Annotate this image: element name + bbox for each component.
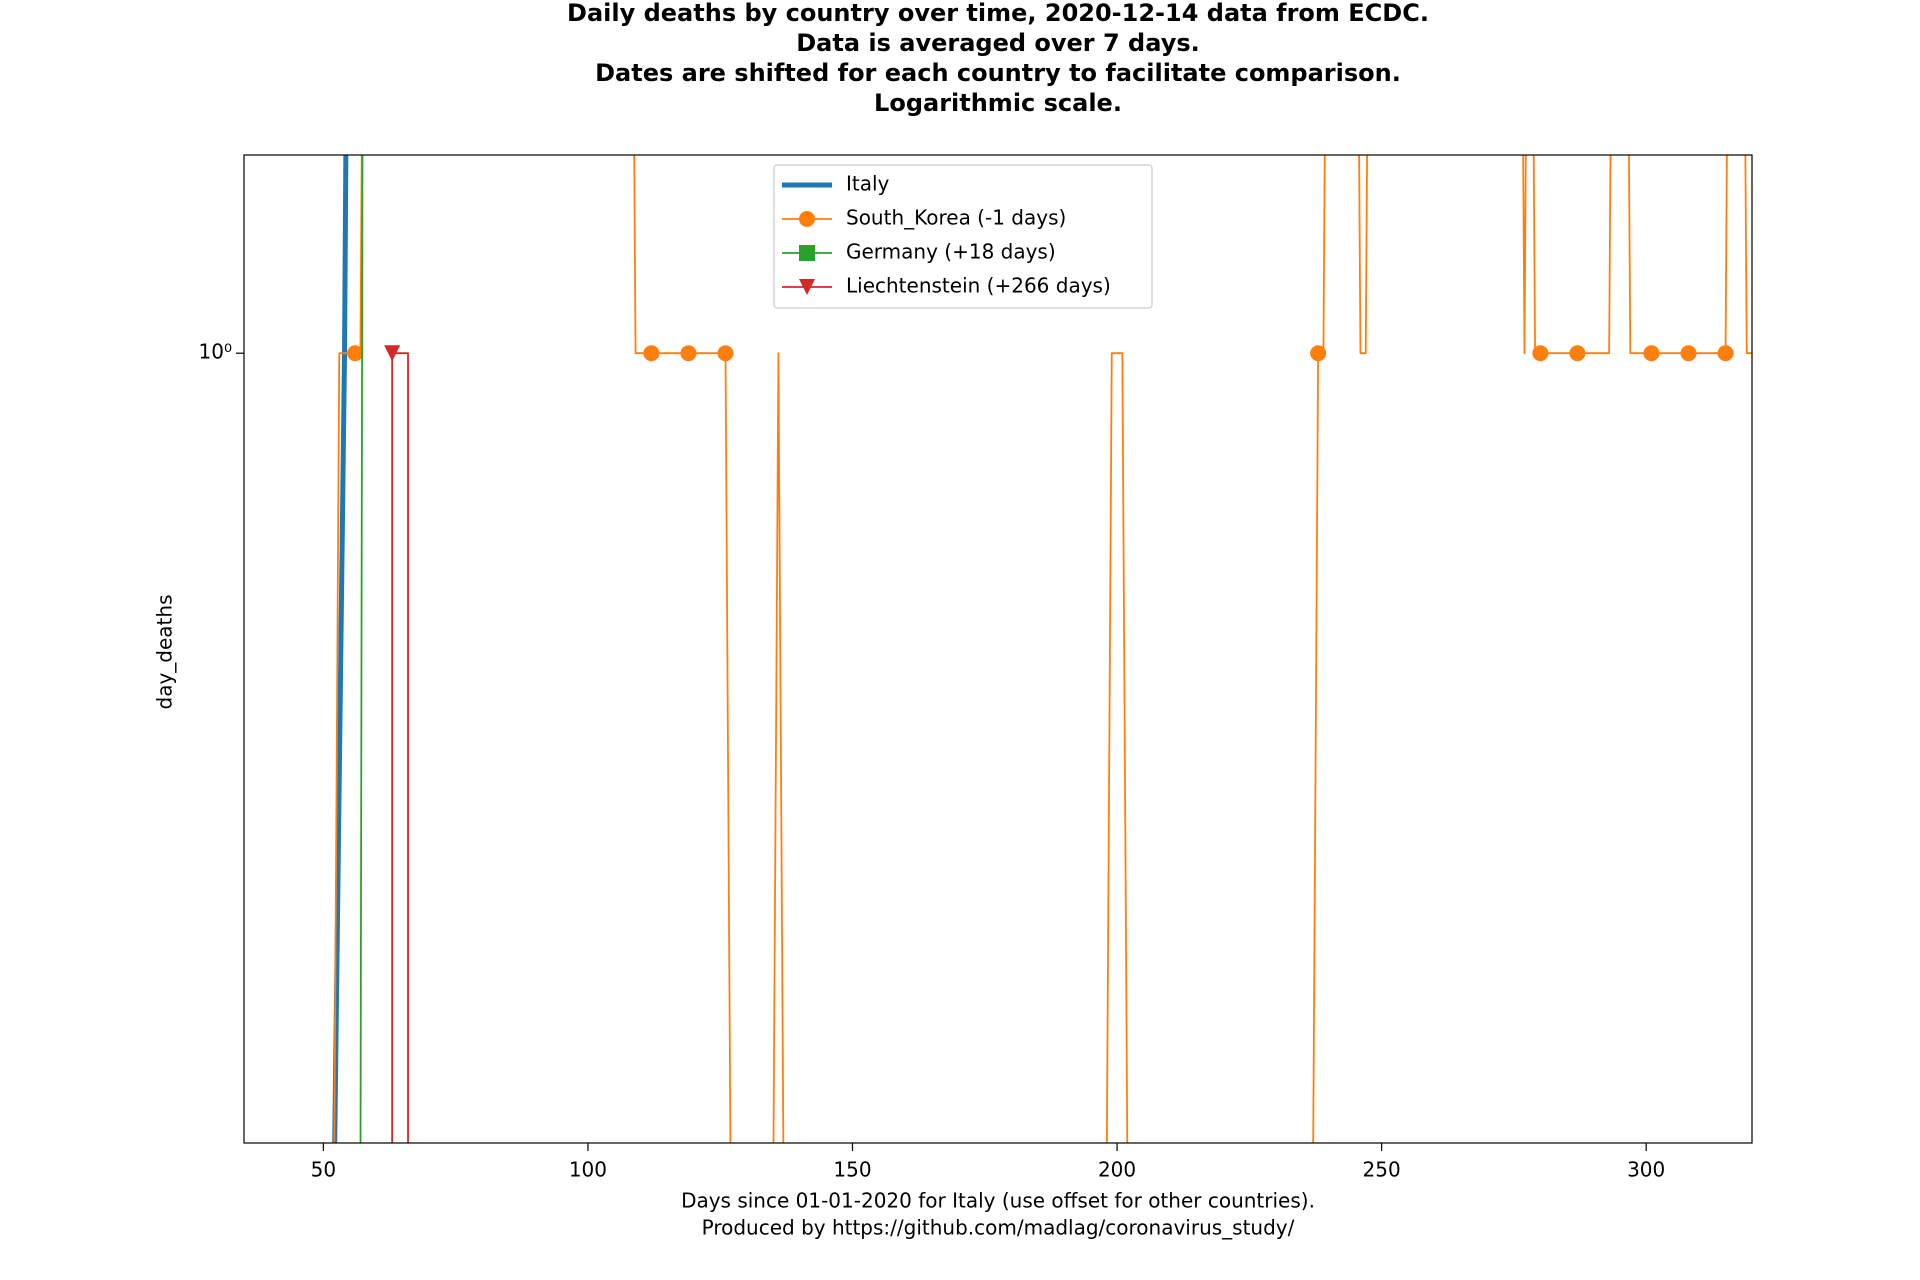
- plot-area: [332, 155, 1752, 1143]
- data-point: [1680, 345, 1697, 362]
- data-point: [680, 345, 697, 362]
- data-point: [1717, 345, 1734, 362]
- chart-title: Logarithmic scale.: [874, 89, 1122, 117]
- x-tick-label: 50: [311, 1158, 336, 1182]
- data-point: [643, 345, 660, 362]
- legend-box: [773, 164, 1153, 309]
- chart-title: Dates are shifted for each country to fa…: [595, 59, 1401, 87]
- data-point: [384, 345, 401, 362]
- data-point: [1310, 345, 1327, 362]
- x-axis-label: Days since 01-01-2020 for Italy (use off…: [681, 1189, 1315, 1213]
- legend-marker: [799, 211, 815, 227]
- legend: Italy South_Korea (-1 days) Germany (+18 d…: [773, 164, 1153, 309]
- title-group: Daily deaths by country over time, 2020-…: [153, 0, 1429, 1240]
- x-tick-label: 200: [1098, 1158, 1136, 1182]
- series-line: [391, 352, 409, 1143]
- axes-group: 5010015020025030010⁰10¹10²10³: [199, 340, 1666, 1182]
- legend-marker: [799, 245, 815, 261]
- y-axis-label: day_deaths: [153, 595, 177, 710]
- chart-title: Daily deaths by country over time, 2020-…: [567, 0, 1429, 27]
- x-axis-label: Produced by https://github.com/madlag/co…: [702, 1216, 1295, 1240]
- data-point: [1569, 345, 1586, 362]
- legend-label: South_Korea (-1 days): [846, 206, 1066, 230]
- axes-frame: [243, 154, 1753, 1144]
- data-point: [717, 345, 734, 362]
- y-tick-label: 10⁰: [199, 340, 232, 364]
- legend-marker: [799, 279, 815, 295]
- legend-label: Italy: [846, 172, 890, 196]
- data-point: [347, 345, 364, 362]
- data-point: [1532, 345, 1549, 362]
- legend-label: Germany (+18 days): [846, 240, 1056, 264]
- x-tick-label: 250: [1363, 1158, 1401, 1182]
- x-tick-label: 100: [569, 1158, 607, 1182]
- series-line: [333, 155, 1752, 1143]
- x-tick-label: 300: [1627, 1158, 1665, 1182]
- legend-label: Liechtenstein (+266 days): [846, 274, 1111, 298]
- chart-title: Data is averaged over 7 days.: [796, 29, 1200, 57]
- data-point: [1643, 345, 1660, 362]
- x-tick-label: 150: [833, 1158, 871, 1182]
